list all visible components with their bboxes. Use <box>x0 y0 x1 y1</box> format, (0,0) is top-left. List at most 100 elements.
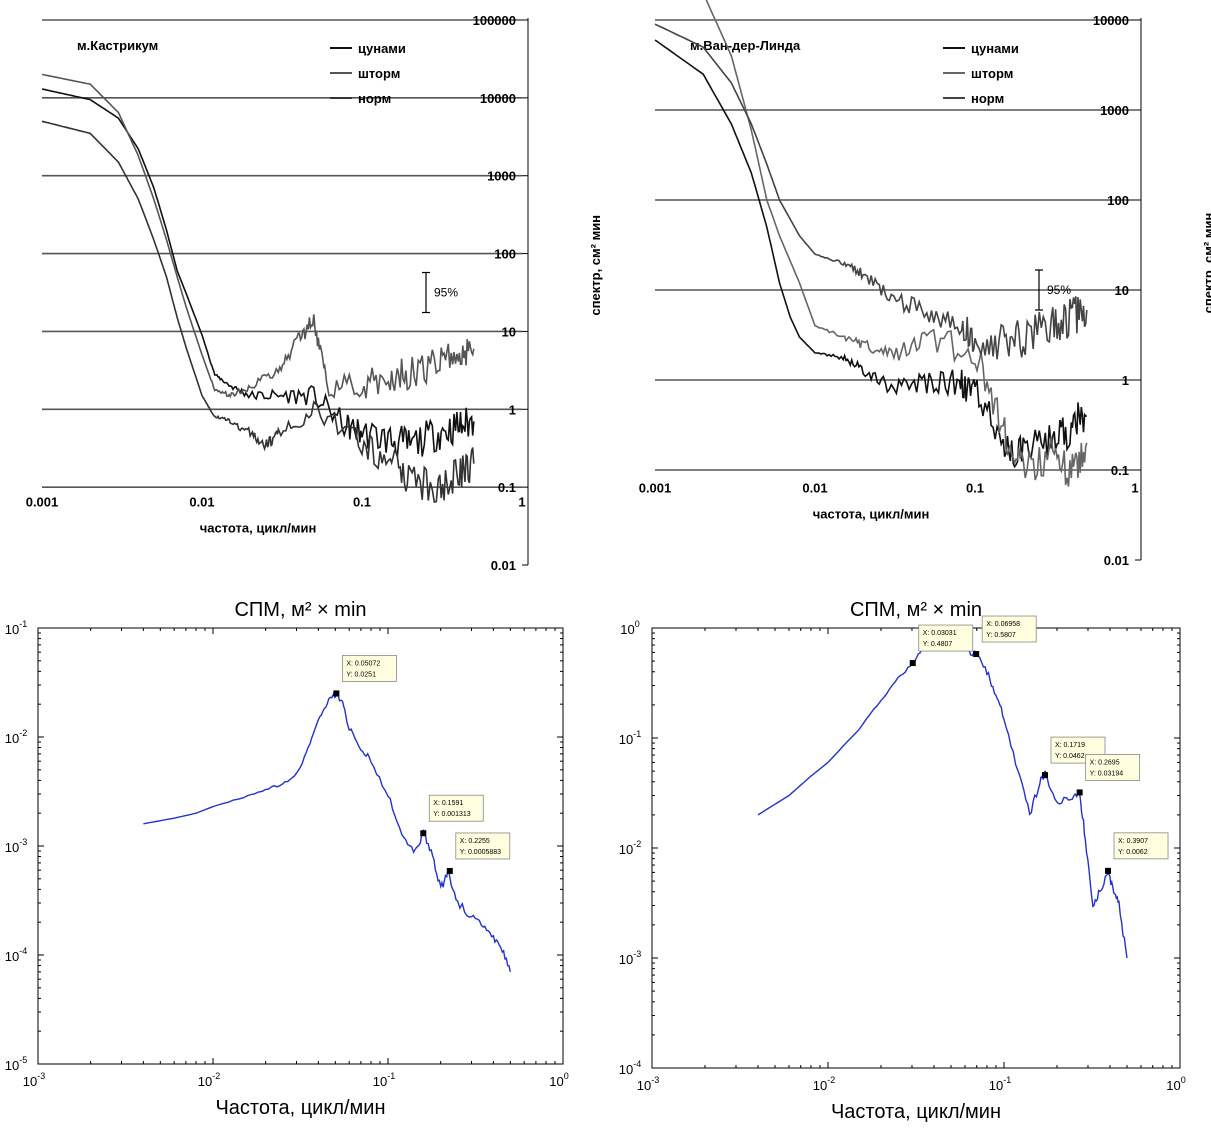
series-line <box>654 23 1088 360</box>
chart-title: СПМ, м² × min <box>850 599 982 621</box>
plot-frame <box>651 627 1181 1069</box>
datatip-x: X: 0.3907 <box>1118 838 1148 845</box>
y-tick-label: 10-1 <box>619 729 641 747</box>
legend-label: цунами <box>971 41 1019 56</box>
x-tick-label: 0.01 <box>189 495 214 510</box>
chart-spm-left: СПМ, м² × min Частота, цикл/мин 10-3 10-2 10… <box>5 599 569 1119</box>
x-axis-label: частота, цикл/мин <box>813 507 930 522</box>
x-tick-label: 0.1 <box>353 495 371 510</box>
datatip-x: X: 0.06958 <box>986 621 1020 628</box>
legend-label: цунами <box>358 41 406 56</box>
y-tick-label: 0.1 <box>498 480 516 495</box>
psd-line <box>757 639 1128 959</box>
datatip-marker <box>1042 772 1049 779</box>
legend-label: норм <box>358 91 391 106</box>
datatip-y: Y: 0.5807 <box>986 632 1016 639</box>
legend-label: шторм <box>358 66 400 81</box>
y-tick-label: 10-3 <box>5 837 27 855</box>
series-line <box>41 88 475 457</box>
x-tick-label: 0.01 <box>802 481 827 496</box>
y-tick-label: 0.01 <box>491 558 516 573</box>
x-tick-label: 10-3 <box>23 1071 45 1089</box>
datatip-box <box>918 624 974 652</box>
datatip-box <box>1113 832 1169 860</box>
x-tick-label: 100 <box>549 1071 568 1089</box>
y-tick-label: 10 <box>502 324 516 339</box>
place-label: м.Ван-дер-Линда <box>690 38 801 53</box>
y-axis-label: спектр, см² мин <box>1201 213 1211 314</box>
x-axis-label: частота, цикл/мин <box>200 521 317 536</box>
datatip-box <box>455 832 511 860</box>
psd-line <box>143 692 511 973</box>
y-tick-label: 10-4 <box>5 946 27 964</box>
series-line <box>41 120 475 503</box>
ci-label: 95% <box>434 286 458 300</box>
datatip-marker <box>1105 867 1112 874</box>
y-tick-label: 100 <box>1107 193 1129 208</box>
x-tick-label: 10-3 <box>637 1075 659 1093</box>
datatip-marker <box>1076 789 1083 796</box>
x-tick-label: 0.001 <box>639 481 672 496</box>
datatip-y: Y: 0.0062 <box>1118 849 1148 856</box>
y-tick-label: 1 <box>1122 373 1129 388</box>
y-tick-label: 10-3 <box>619 949 641 967</box>
x-tick-label: 10-2 <box>198 1071 220 1089</box>
datatip-y: Y: 0.001313 <box>433 811 470 818</box>
legend-label: норм <box>971 91 1004 106</box>
datatip-y: Y: 0.0005883 <box>460 849 501 856</box>
datatip-box <box>981 615 1037 643</box>
series-line <box>705 0 1088 487</box>
datatip-x: X: 0.2695 <box>1090 759 1120 766</box>
x-tick-label: 10-2 <box>813 1075 835 1093</box>
x-axis-label: Частота, цикл/мин <box>831 1101 1001 1123</box>
datatip-marker <box>973 651 980 658</box>
legend-label: шторм <box>971 66 1013 81</box>
datatip-y: Y: 0.03194 <box>1090 770 1124 777</box>
datatip-marker <box>333 690 340 697</box>
y-tick-label: 10-2 <box>5 728 27 746</box>
datatip-x: X: 0.2255 <box>460 838 490 845</box>
datatip-x: X: 0.1591 <box>433 800 463 807</box>
y-axis-label: спектр, см² мин <box>588 215 603 316</box>
x-tick-label: 10-1 <box>373 1071 395 1089</box>
chart-title: СПМ, м² × min <box>234 599 366 621</box>
y-tick-label: 100 <box>620 619 639 637</box>
y-tick-label: 10 <box>1115 283 1129 298</box>
chart-spm-right: СПМ, м² × min Частота, цикл/мин 10-3 10-2 10… <box>619 599 1186 1123</box>
x-tick-label: 0.1 <box>966 481 984 496</box>
datatip-x: X: 0.1719 <box>1055 742 1085 749</box>
place-label: м.Кастрикум <box>77 38 158 53</box>
series-line <box>654 39 1088 469</box>
y-tick-label: 0.1 <box>1111 463 1129 478</box>
datatip-marker <box>420 830 427 837</box>
y-tick-label: 1 <box>509 402 516 417</box>
y-tick-label: 1000 <box>487 169 516 184</box>
datatip-y: Y: 0.0251 <box>346 671 376 678</box>
y-tick-label: 10000 <box>480 91 516 106</box>
y-tick-label: 10-4 <box>619 1059 641 1077</box>
datatip-box <box>428 794 484 822</box>
x-tick-label: 10-1 <box>989 1075 1011 1093</box>
x-tick-label: 0.001 <box>26 495 59 510</box>
datatip-marker <box>446 867 453 874</box>
y-tick-label: 0.01 <box>1104 553 1129 568</box>
y-tick-label: 100000 <box>473 13 516 28</box>
y-tick-label: 10-1 <box>5 619 27 637</box>
y-tick-label: 10-5 <box>5 1055 27 1073</box>
x-axis-label: Частота, цикл/мин <box>215 1097 385 1119</box>
x-tick-label: 1 <box>518 495 525 510</box>
datatip-x: X: 0.05072 <box>346 660 380 667</box>
series-line <box>41 73 475 399</box>
x-tick-label: 100 <box>1166 1075 1185 1093</box>
datatip-y: Y: 0.0462 <box>1055 753 1085 760</box>
y-tick-label: 1000 <box>1100 103 1129 118</box>
datatip-box <box>341 655 397 682</box>
datatip-box <box>1085 754 1141 781</box>
datatip-marker <box>909 660 916 667</box>
x-tick-label: 1 <box>1131 481 1138 496</box>
datatip-y: Y: 0.4807 <box>923 641 953 648</box>
datatip-x: X: 0.03031 <box>923 630 957 637</box>
